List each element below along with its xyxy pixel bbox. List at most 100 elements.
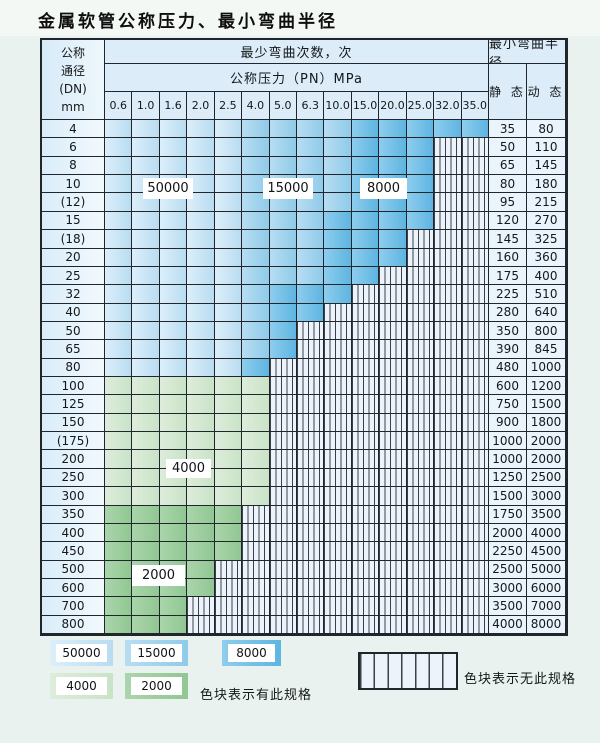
bend-count-cell [269,211,297,231]
bend-count-cell [242,432,270,451]
legend-swatch-50000: 50000 [50,640,113,666]
dynamic-radius-cell: 1800 [527,413,566,433]
no-spec-cell [461,615,489,634]
bend-count-cell [105,450,133,469]
dynamic-radius-cell: 1500 [527,395,566,414]
no-spec-cell [297,358,325,377]
no-spec-cell [269,487,297,506]
bend-count-cell [324,211,352,231]
no-spec-cell [434,468,462,488]
bend-count-cell [269,230,297,249]
no-spec-cell [214,560,243,579]
bend-count-cell [242,285,270,304]
bend-count-cell [242,120,270,139]
no-spec-cell [461,597,489,616]
dn-cell: 6 [42,138,105,157]
bend-count-cell [379,230,407,249]
dynamic-radius-cell: 4500 [527,542,566,561]
bend-count-cell [105,138,133,157]
bend-count-cell [242,413,270,433]
dynamic-radius-cell: 6000 [527,578,566,598]
no-spec-cell [351,560,380,579]
pressure-col-header-1.6: 1.6 [159,92,188,120]
bend-count-cell [324,193,352,212]
no-spec-cell [434,395,462,414]
static-radius-cell: 750 [489,395,527,414]
no-spec-cell [269,450,297,469]
bend-count-cell [214,193,243,212]
bend-count-cell [187,395,215,414]
no-spec-cell [406,542,435,561]
dn-cell: (18) [42,230,105,249]
static-radius-cell: 95 [489,193,527,212]
no-spec-cell [461,505,489,524]
no-spec-cell [379,266,407,286]
bend-count-cell [105,432,133,451]
no-spec-cell [434,597,462,616]
bend-count-cell [159,377,188,396]
bend-count-cell [159,156,188,176]
no-spec-cell [434,285,462,304]
bend-count-cell [214,505,243,524]
no-spec-cell [351,395,380,414]
bend-count-cell [105,340,133,359]
page-title: 金属软管公称压力、最小弯曲半径 [38,12,338,32]
no-spec-cell [297,321,325,341]
no-spec-cell [351,340,380,359]
bend-count-cell [105,193,133,212]
no-spec-cell [461,266,489,286]
dynamic-radius-cell: 800 [527,321,566,341]
no-spec-cell [379,487,407,506]
bend-count-cell [214,303,243,322]
bend-count-cell [297,211,325,231]
bend-count-cell [132,266,160,286]
no-spec-cell [434,340,462,359]
bend-count-cell [105,468,133,488]
dynamic-radius-cell: 8000 [527,615,566,634]
no-spec-cell [379,523,407,543]
bend-count-cell [379,156,407,176]
no-spec-cell [434,505,462,524]
bend-count-cell [187,542,215,561]
dn-cell: (175) [42,432,105,451]
bend-count-cell [379,120,407,139]
bend-count-cell [297,120,325,139]
pressure-col-header-20.0: 20.0 [379,92,407,120]
no-spec-cell [406,450,435,469]
no-spec-cell [461,432,489,451]
dn-cell: 10 [42,175,105,194]
no-spec-cell [461,578,489,598]
no-spec-cell [379,285,407,304]
no-spec-cell [351,303,380,322]
bend-count-cell [324,156,352,176]
bend-count-value-label: 8000 [360,178,407,199]
bend-count-cell [159,321,188,341]
no-spec-cell [324,377,352,396]
bend-count-cell [242,211,270,231]
bend-count-cell [434,120,462,139]
no-spec-cell [324,432,352,451]
no-spec-cell [461,560,489,579]
legend-swatch-15000-label: 15000 [131,644,182,662]
bend-count-cell [159,358,188,377]
bend-count-cell [105,303,133,322]
pressure-col-header-5.0: 5.0 [269,92,297,120]
bend-count-cell [214,377,243,396]
pressure-col-header-15.0: 15.0 [351,92,380,120]
no-spec-cell [269,523,297,543]
no-spec-cell [242,597,270,616]
bend-count-cell [242,230,270,249]
no-spec-cell [461,450,489,469]
bend-count-cell [105,285,133,304]
bend-count-cell [214,358,243,377]
bend-count-cell [105,211,133,231]
static-radius-cell: 4000 [489,615,527,634]
bend-count-cell [214,340,243,359]
no-spec-cell [434,542,462,561]
no-spec-cell [324,450,352,469]
static-radius-cell: 350 [489,321,527,341]
bend-count-cell [406,156,435,176]
no-spec-cell [297,468,325,488]
no-spec-cell [242,578,270,598]
no-spec-cell [406,340,435,359]
